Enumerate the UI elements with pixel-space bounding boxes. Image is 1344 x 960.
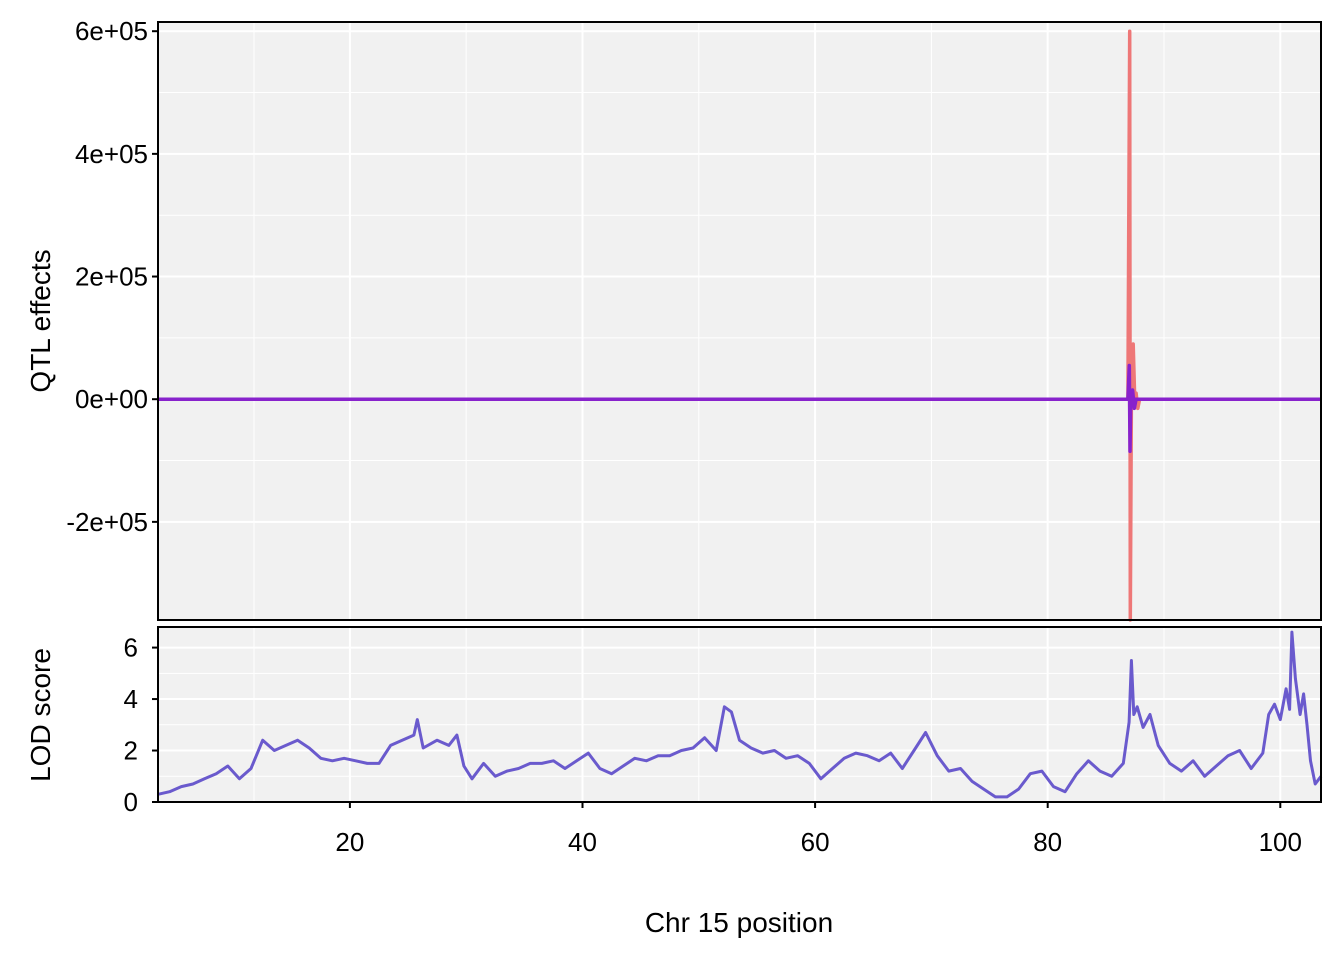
- lod-panel: 0 2 4 6 20 40 60 80 100 LOD score Chr 15 positi…: [25, 626, 1323, 938]
- lod-plot-background: [158, 627, 1321, 802]
- lod-y-tick-label: 6: [124, 633, 138, 663]
- effect-line-coef_c: [158, 363, 1321, 454]
- effects-y-tick-label: 0e+00: [75, 384, 148, 414]
- effects-y-axis-title: QTL effects: [25, 249, 56, 392]
- lod-y-tick-label: 2: [124, 736, 138, 766]
- lod-y-tick-label: 0: [124, 787, 138, 817]
- lod-curve: [157, 630, 1323, 799]
- effects-series: [158, 29, 1321, 622]
- lod-y-axis-title: LOD score: [25, 648, 56, 782]
- lod-series: [157, 630, 1323, 799]
- effects-plot-background: [158, 22, 1321, 620]
- effects-panel: 6e+05 4e+05 2e+05 0e+00 -2e+05 QTL effects: [25, 16, 1322, 622]
- effects-y-tick-label: 4e+05: [75, 139, 148, 169]
- effects-y-tick-label: 2e+05: [75, 262, 148, 292]
- x-axis-title: Chr 15 position: [645, 907, 833, 938]
- x-tick-label: 80: [1033, 827, 1062, 857]
- x-tick-label: 40: [568, 827, 597, 857]
- lod-y-tick-label: 4: [124, 684, 138, 714]
- x-tick-label: 100: [1259, 827, 1302, 857]
- effects-y-tick-label: 6e+05: [75, 16, 148, 46]
- x-axis-ticks: 20 40 60 80 100: [335, 802, 1302, 857]
- effects-y-tick-label: -2e+05: [66, 507, 148, 537]
- effect-line-coef_a: [158, 29, 1321, 622]
- effects-plot-frame: [157, 21, 1322, 621]
- x-tick-label: 20: [335, 827, 364, 857]
- lod-y-ticks: 0 2 4 6: [124, 633, 158, 817]
- lod-plot-frame: [157, 626, 1322, 803]
- effects-y-ticks: 6e+05 4e+05 2e+05 0e+00 -2e+05: [66, 16, 158, 537]
- x-tick-label: 60: [801, 827, 830, 857]
